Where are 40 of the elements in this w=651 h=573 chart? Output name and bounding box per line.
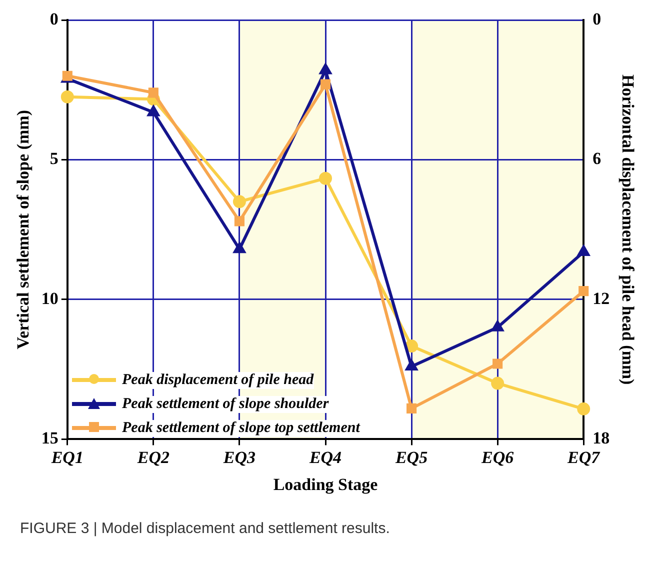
y2-tick-label: 6 [592,149,602,168]
y2-axis-title: Horizontal displacement of pile head (mm) [618,74,638,385]
point [577,402,590,416]
point [320,64,332,74]
x-axis-title: Loading Stage [273,475,378,494]
point [406,403,417,414]
point [232,195,246,208]
legend-label: Peak settlement of slope top settlement [122,420,360,436]
point [578,286,589,296]
y-tick-label: 5 [50,149,58,168]
point [492,320,504,332]
point [406,360,418,371]
point [492,358,503,369]
point [319,172,332,185]
legend-label: Peak displacement of pile head [122,372,314,388]
y-axis-title: Vertical settlement of slope (mm) [14,110,33,350]
x-tick-label: EQ7 [566,448,602,467]
point [60,90,74,104]
y2-tick-label: 18 [592,428,610,448]
y-tick-label: 0 [50,9,58,28]
point [148,88,158,98]
point [320,79,331,90]
point [234,216,244,226]
point [148,106,160,116]
x-tick-label: EQ5 [394,448,428,467]
x-tick-label: EQ4 [308,448,342,467]
y2-tick-label: 12 [592,288,610,308]
legend-label: Peak settlement of slope shoulder [122,396,329,412]
y2-tick-label: 0 [592,9,602,28]
point [405,340,418,353]
caption: FIGURE 3 | Model displacement and settlement results. [20,520,390,537]
x-tick-label: EQ6 [480,448,514,467]
point [578,245,590,256]
x-tick-label: EQ1 [50,448,84,467]
point [491,376,504,390]
y-tick-label: 15 [41,428,58,448]
y-tick-label: 10 [41,288,58,308]
x-tick-label: EQ2 [136,448,170,467]
x-tick-label: EQ3 [222,448,256,467]
point [234,242,246,254]
